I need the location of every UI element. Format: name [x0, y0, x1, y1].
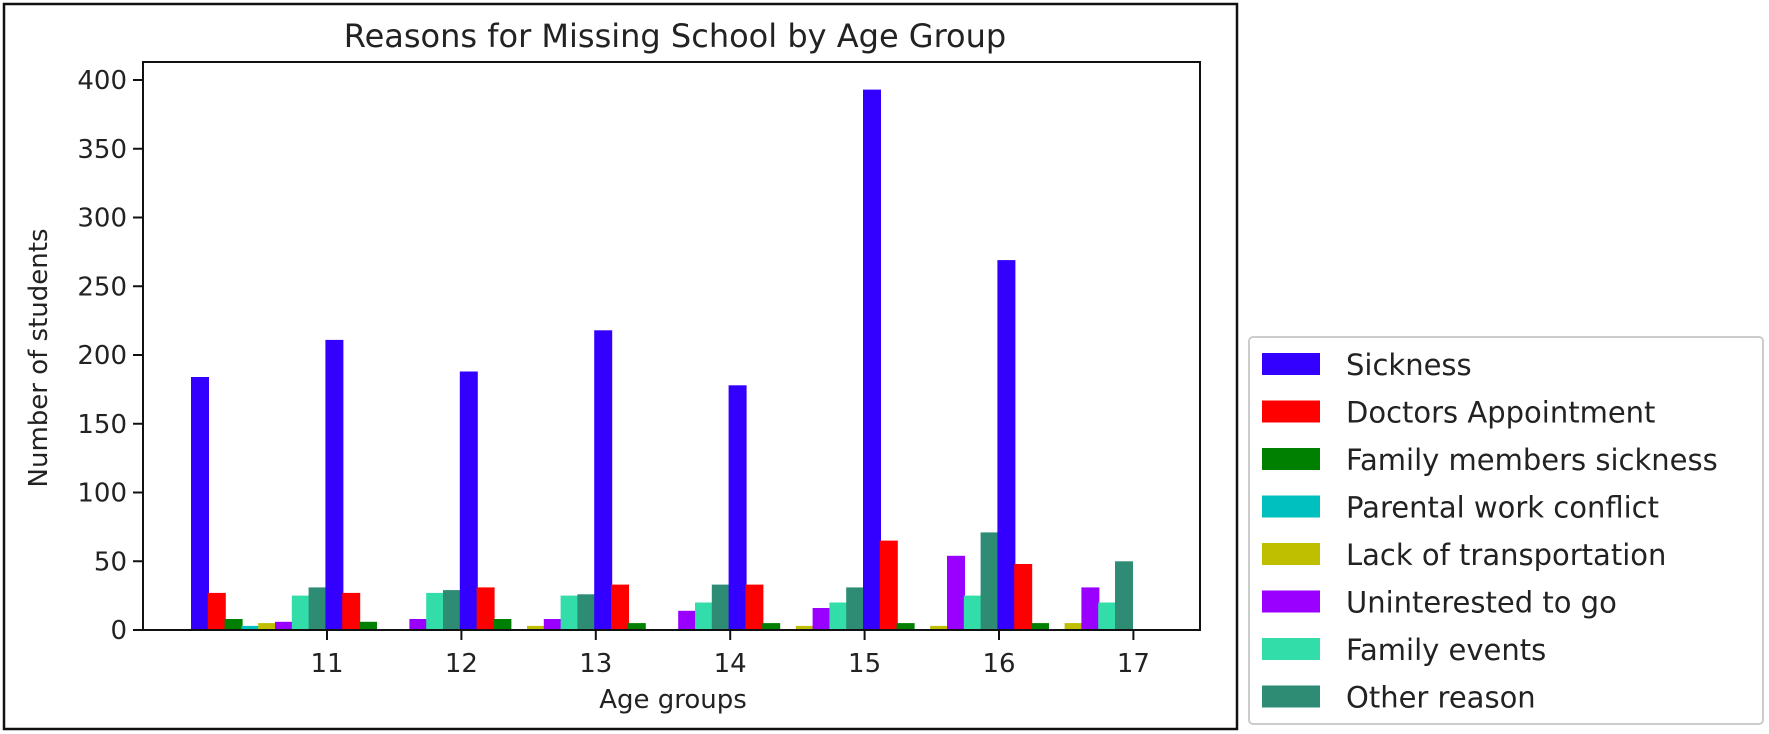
- bar-family-members-sickness-15: [762, 623, 781, 630]
- bar-uninterested-to-go-14: [678, 610, 697, 631]
- bar-sickness-17: [997, 260, 1016, 630]
- x-axis-ticks: 11 12 13 14 15 16 17: [310, 630, 1150, 679]
- bar-family-members-sickness-14: [627, 623, 646, 630]
- legend-swatch: [1262, 495, 1320, 518]
- y-tick-label: 100: [77, 479, 127, 509]
- bar-other-reason-16: [980, 532, 999, 630]
- legend-label: Sickness: [1346, 348, 1472, 382]
- legend-swatch: [1262, 685, 1320, 708]
- bar-uninterested-to-go-11: [275, 621, 293, 631]
- bar-other-reason-17: [1115, 561, 1133, 631]
- bar-uninterested-to-go-16: [947, 555, 965, 631]
- x-tick-label: 17: [1117, 649, 1150, 679]
- bar-family-events-11: [291, 595, 310, 630]
- bar-sickness-11: [191, 377, 209, 630]
- x-tick-label: 15: [848, 649, 881, 679]
- bar-family-events-13: [560, 595, 579, 630]
- bar-doctors-appointment-17: [1014, 564, 1033, 630]
- y-tick-label: 50: [94, 547, 127, 577]
- bar-lack-of-transportation-11: [258, 623, 277, 630]
- bar-family-members-sickness-12: [359, 621, 377, 631]
- figure-border: [2, 2, 1239, 731]
- y-axis-ticks: 0 50 100 150 200 250 300 350 400: [77, 66, 143, 646]
- legend-label: Other reason: [1346, 681, 1536, 715]
- bar-uninterested-to-go-15: [812, 608, 831, 630]
- legend-swatch: [1262, 590, 1320, 613]
- bar-family-events-17: [1098, 602, 1117, 630]
- bar-other-reason-12: [443, 590, 461, 630]
- y-tick-label: 250: [77, 272, 127, 302]
- bar-uninterested-to-go-17: [1081, 587, 1100, 630]
- bar-family-events-12: [426, 592, 445, 630]
- bar-lack-of-transportation-16: [930, 625, 949, 630]
- y-tick-label: 400: [77, 66, 127, 96]
- bar-sickness-13: [459, 371, 478, 630]
- bar-doctors-appointment-13: [476, 587, 495, 630]
- bar-doctors-appointment-11: [207, 592, 226, 630]
- legend-swatch: [1262, 543, 1320, 565]
- bar-lack-of-transportation-17: [1064, 623, 1083, 630]
- bar-doctors-appointment-12: [342, 592, 361, 630]
- x-tick-label: 16: [982, 649, 1015, 679]
- legend-box: [1248, 336, 1764, 725]
- legend-label: Family members sickness: [1346, 443, 1718, 477]
- y-tick-label: 300: [77, 204, 127, 234]
- legend-swatch: [1262, 400, 1320, 423]
- bars-layer: [191, 89, 1133, 631]
- bar-lack-of-transportation-15: [795, 625, 814, 630]
- y-tick-label: 200: [77, 341, 127, 371]
- bar-sickness-12: [325, 339, 344, 630]
- x-tick-label: 11: [310, 649, 343, 679]
- bar-uninterested-to-go-12: [409, 619, 428, 630]
- legend-label: Uninterested to go: [1346, 586, 1617, 620]
- chart-title: Reasons for Missing School by Age Group: [344, 17, 1006, 55]
- bar-family-members-sickness-16: [896, 623, 915, 630]
- y-axis-label: Number of students: [24, 229, 54, 488]
- bar-other-reason-15: [846, 587, 865, 630]
- legend-swatch: [1262, 353, 1320, 375]
- bar-doctors-appointment-15: [745, 584, 764, 630]
- plot-area-frame: [142, 61, 1201, 631]
- bar-family-members-sickness-11: [224, 619, 243, 630]
- y-tick-label: 0: [110, 616, 127, 646]
- legend-label: Doctors Appointment: [1346, 396, 1655, 430]
- legend: Sickness Doctors Appointment Family member…: [1248, 336, 1764, 725]
- bar-family-events-15: [829, 602, 848, 630]
- bar-other-reason-13: [577, 594, 596, 631]
- bar-sickness-15: [728, 385, 747, 631]
- legend-label: Parental work conflict: [1346, 491, 1659, 525]
- bar-parental-work-conflict-11: [241, 625, 260, 630]
- x-tick-label: 12: [445, 649, 478, 679]
- x-tick-label: 14: [714, 649, 747, 679]
- bar-family-events-16: [963, 595, 982, 630]
- bar-doctors-appointment-16: [879, 540, 898, 630]
- bar-doctors-appointment-14: [611, 584, 629, 630]
- x-tick-label: 13: [579, 649, 612, 679]
- bar-sickness-16: [863, 89, 881, 631]
- legend-swatch: [1262, 448, 1320, 470]
- legend-label: Lack of transportation: [1346, 538, 1666, 572]
- legend-label: Family events: [1346, 633, 1546, 667]
- bar-lack-of-transportation-13: [527, 625, 545, 630]
- bar-family-members-sickness-17: [1031, 623, 1049, 630]
- bar-other-reason-11: [308, 587, 327, 630]
- legend-swatch: [1262, 638, 1320, 660]
- bar-uninterested-to-go-13: [543, 619, 562, 630]
- bar-sickness-14: [594, 330, 613, 631]
- bar-other-reason-14: [711, 584, 730, 630]
- y-tick-label: 150: [77, 410, 127, 440]
- y-tick-label: 350: [77, 135, 127, 165]
- bar-family-members-sickness-13: [493, 619, 512, 630]
- x-axis-label: Age groups: [599, 685, 747, 715]
- bar-family-events-14: [695, 602, 713, 630]
